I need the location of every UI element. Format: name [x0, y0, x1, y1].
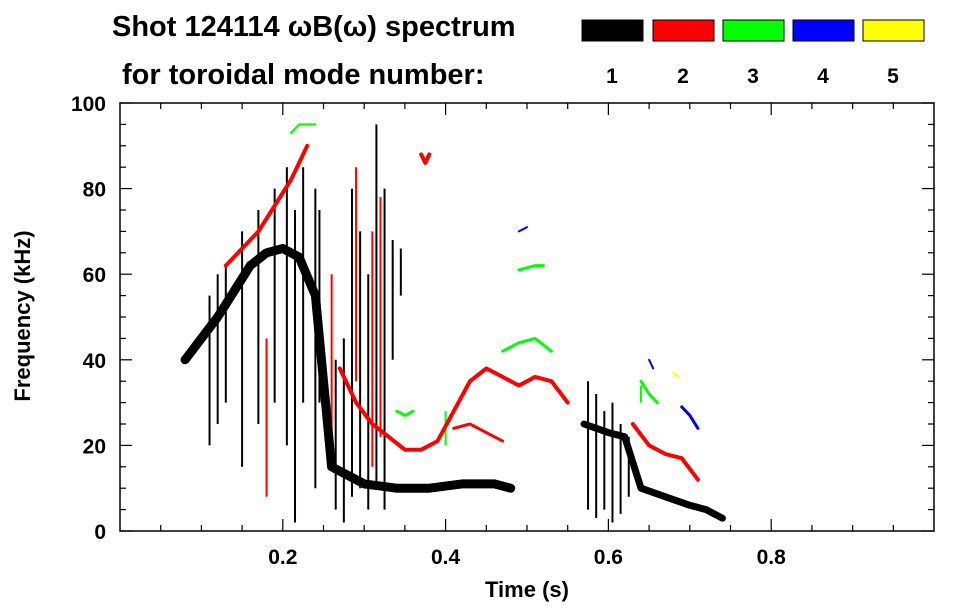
mode-trace-n=2	[419, 152, 432, 165]
x-tick-label: 0.8	[757, 546, 787, 569]
y-tick-label: 0	[94, 521, 106, 544]
plot-area	[180, 123, 726, 523]
legend-swatch-n1	[581, 19, 644, 42]
legend-swatch-n4	[792, 19, 855, 42]
title-line-1: Shot 124114 ωB(ω) spectrum	[112, 11, 516, 43]
mode-trace-n=3	[639, 379, 659, 405]
y-axis-title: Frequency (kHz)	[10, 230, 35, 401]
legend: 1 2 3 4 5	[581, 19, 925, 88]
x-tick-label: 0.4	[431, 546, 461, 569]
axes: 0 20 40 60 80 100 0.2 0.4 0.6 0.8	[71, 93, 934, 569]
legend-swatch-n2	[652, 19, 715, 42]
mode-trace-n=2	[223, 143, 310, 268]
mode-trace-n=3	[289, 123, 317, 134]
mode-trace-n=2	[630, 422, 700, 482]
legend-label-n3: 3	[747, 65, 759, 88]
mode-trace-n=1	[580, 420, 726, 522]
legend-label-n1: 1	[606, 65, 618, 88]
legend-label-n4: 4	[817, 65, 829, 88]
mode-trace-n=5	[672, 371, 679, 378]
x-tick-label: 0.6	[594, 546, 623, 569]
mode-trace-n=3	[517, 264, 545, 272]
mode-trace-n=2	[337, 366, 570, 452]
y-tick-label: 40	[83, 350, 106, 373]
x-axis-title: Time (s)	[485, 577, 569, 602]
y-tick-label: 100	[71, 93, 106, 116]
mode-trace-n=4	[648, 358, 655, 370]
legend-swatch-n5	[862, 19, 925, 42]
y-tick-label: 20	[83, 435, 106, 458]
mode-trace-n=4	[517, 226, 528, 233]
mode-trace-n=4	[680, 405, 700, 430]
legend-swatch-n3	[722, 19, 785, 42]
mode-trace-n=1	[180, 244, 516, 493]
legend-label-n2: 2	[677, 65, 689, 88]
y-tick-label: 60	[83, 264, 106, 287]
chart-title: Shot 124114 ωB(ω) spectrum for toroidal …	[112, 11, 516, 91]
legend-label-n5: 5	[887, 65, 899, 88]
title-line-2: for toroidal mode number:	[122, 59, 485, 91]
mode-trace-n=3	[395, 409, 415, 417]
y-tick-label: 80	[83, 179, 106, 202]
mode-trace-n=3	[501, 336, 553, 353]
x-tick-label: 0.2	[268, 546, 297, 569]
mode-trace-n=2	[452, 422, 505, 443]
